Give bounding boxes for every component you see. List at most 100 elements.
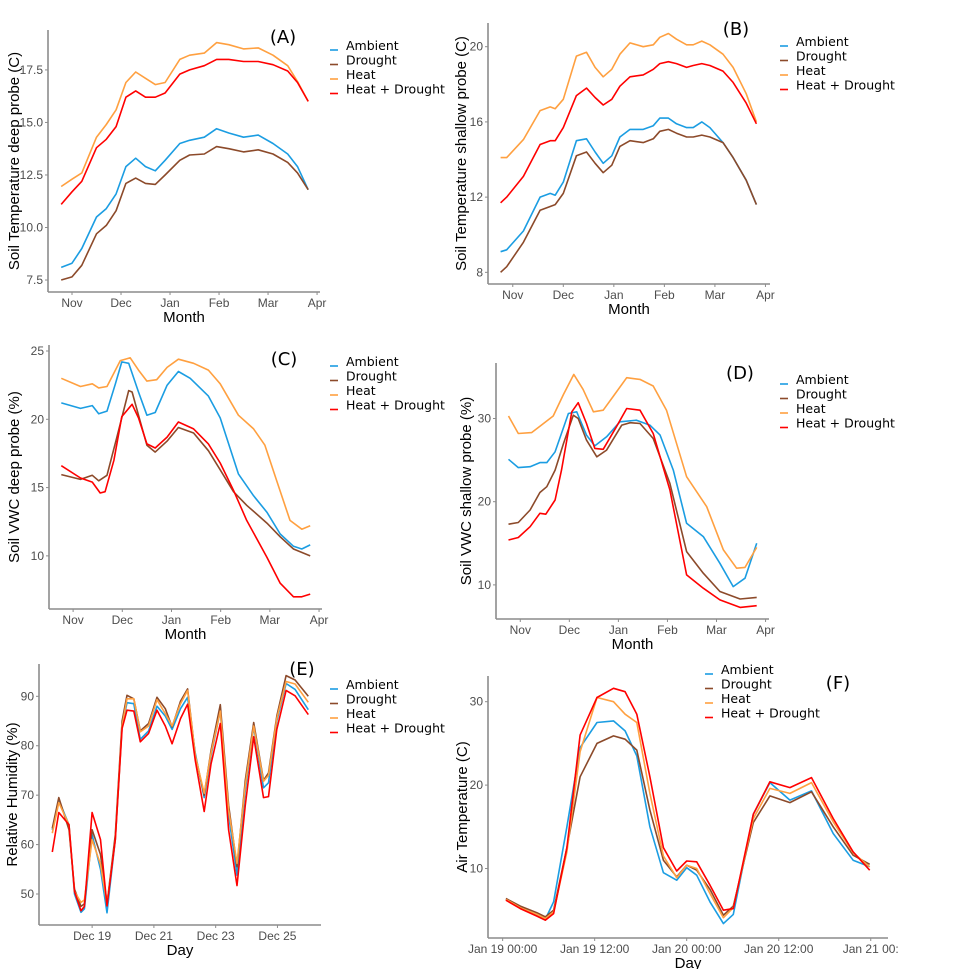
y-tick-label: 70 — [21, 788, 35, 802]
legend-label: Heat — [346, 706, 376, 721]
legend-label: Ambient — [721, 662, 774, 677]
series-line-heat-drought — [60, 58, 309, 205]
x-tick-label: Jan — [160, 296, 179, 310]
y-tick-label: 10 — [478, 578, 492, 592]
legend-label: Drought — [796, 49, 847, 64]
y-axis-title: Soil Temperature deep probe (C) — [6, 52, 23, 270]
panel-label: (A) — [270, 27, 296, 48]
panel-d: 10 20 30 Nov Dec Jan Feb Mar Apr Month Soil VWC sh… — [458, 363, 895, 653]
series-line-heat-drought — [51, 689, 309, 912]
y-tick-label: 20 — [31, 412, 45, 426]
x-tick-label: Mar — [706, 623, 727, 637]
x-tick-label: Apr — [310, 613, 329, 627]
x-tick-label: Dec — [553, 288, 574, 302]
series-line-heat-drought — [508, 401, 757, 609]
series-line-ambient — [61, 361, 311, 550]
legend-label: Heat + Drought — [346, 398, 445, 413]
y-tick-label: 16 — [470, 115, 484, 129]
y-tick-label: 17.5 — [20, 63, 44, 77]
x-tick-label: Jan — [609, 623, 628, 637]
x-tick-label: Jan 21 00: — [843, 942, 899, 956]
x-tick-label: Feb — [210, 613, 231, 627]
x-tick-label: Dec 19 — [73, 929, 111, 943]
series-line-heat — [60, 357, 311, 530]
x-tick-label: Jan 19 00:00 — [468, 942, 538, 956]
y-axis-title: Air Temperature (C) — [454, 741, 471, 872]
x-tick-label: Jan — [162, 613, 181, 627]
panel-e: 50 60 70 80 90 Dec 19 Dec 21 Dec 23 Dec 25 Day Rel… — [4, 659, 445, 959]
x-tick-label: Dec 25 — [258, 929, 296, 943]
y-tick-label: 25 — [31, 344, 45, 358]
x-tick-label: Jan 19 12:00 — [560, 942, 630, 956]
x-axis-title: Day — [675, 955, 702, 969]
series-line-ambient — [60, 127, 309, 269]
legend-label: Heat + Drought — [796, 416, 895, 431]
series-line-ambient — [507, 411, 758, 588]
legend-label: Heat — [346, 67, 376, 82]
x-tick-label: Mar — [260, 613, 281, 627]
legend-label: Ambient — [346, 677, 399, 692]
x-tick-label: Dec — [559, 623, 580, 637]
series-line-heat — [51, 680, 309, 905]
y-tick-label: 10 — [470, 862, 484, 876]
y-tick-label: 15.0 — [20, 115, 44, 129]
panel-a: 7.5 10.0 12.5 15.0 17.5 Nov Dec Jan Feb Mar Apr Mon… — [6, 27, 445, 326]
legend-label: Drought — [346, 369, 397, 384]
x-tick-label: Apr — [308, 296, 327, 310]
y-tick-label: 20 — [470, 40, 484, 54]
series-line-heat — [505, 696, 871, 920]
y-axis-title: Relative Humidity (%) — [4, 722, 21, 866]
legend-label: Ambient — [796, 34, 849, 49]
x-tick-label: Dec 23 — [197, 929, 235, 943]
y-tick-label: 12.5 — [20, 168, 44, 182]
x-tick-label: Mar — [258, 296, 279, 310]
y-tick-label: 20 — [478, 495, 492, 509]
x-tick-label: Nov — [510, 623, 531, 637]
y-tick-label: 80 — [21, 739, 35, 753]
legend-label: Heat + Drought — [796, 78, 895, 93]
y-tick-label: 90 — [21, 689, 35, 703]
legend-label: Heat + Drought — [721, 706, 820, 721]
y-tick-label: 10 — [31, 549, 45, 563]
series-line-drought — [61, 389, 311, 557]
x-tick-label: Nov — [502, 288, 523, 302]
legend-label: Heat — [346, 383, 376, 398]
y-axis-title: Soil Temperature shallow probe (C) — [453, 36, 470, 271]
panel-b: 8 12 16 20 Nov Dec Jan Feb Mar Apr Month Soil Tempe… — [453, 19, 895, 318]
legend-label: Heat + Drought — [346, 82, 445, 97]
series-line-heat — [60, 41, 309, 188]
x-tick-label: Mar — [705, 288, 726, 302]
x-axis-title: Month — [165, 626, 207, 643]
x-tick-label: Apr — [756, 288, 775, 302]
y-tick-label: 30 — [478, 411, 492, 425]
x-tick-label: Feb — [654, 288, 675, 302]
legend-label: Heat — [796, 401, 826, 416]
series-line-drought — [60, 145, 309, 281]
series-line-heat — [507, 373, 758, 569]
series-line-heat-drought — [500, 60, 758, 204]
legend-label: Ambient — [346, 354, 399, 369]
y-tick-label: 10.0 — [20, 220, 44, 234]
series-line-ambient — [500, 117, 758, 253]
legend-label: Ambient — [796, 372, 849, 387]
legend-label: Ambient — [346, 38, 399, 53]
series-line-drought — [505, 735, 871, 918]
x-tick-label: Dec — [112, 613, 133, 627]
series-line-heat-drought — [505, 687, 871, 921]
x-axis-title: Month — [612, 636, 654, 653]
legend-label: Heat — [721, 691, 751, 706]
panel-c: 10 15 20 25 Nov Dec Jan Feb Mar Apr Month Soil VWC … — [6, 344, 445, 643]
series-line-heat — [500, 32, 758, 159]
y-tick-label: 50 — [21, 887, 35, 901]
y-axis-title: Soil VWC deep probe (%) — [6, 391, 23, 563]
series-line-drought — [508, 414, 757, 600]
x-tick-label: Nov — [61, 296, 82, 310]
x-tick-label: Dec — [110, 296, 131, 310]
legend-label: Drought — [796, 387, 847, 402]
